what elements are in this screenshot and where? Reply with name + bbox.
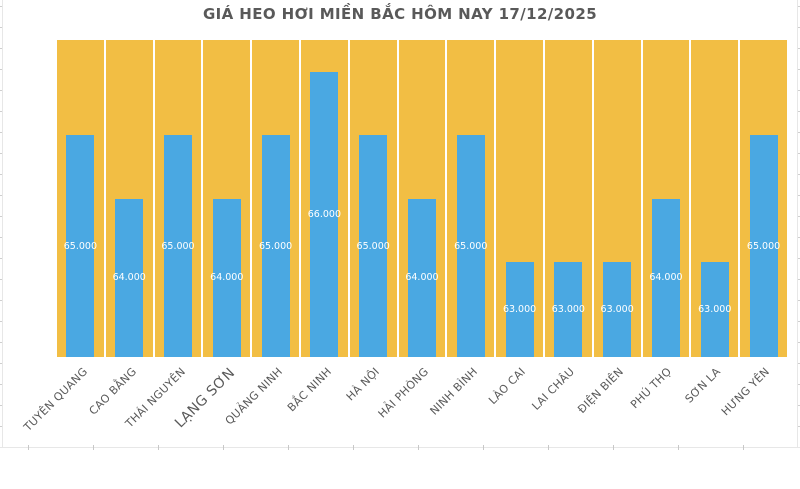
spreadsheet-gridline-right	[797, 0, 798, 447]
category-label: HẢI PHÒNG	[375, 365, 432, 421]
category-label: SƠN LA	[682, 365, 724, 406]
plot-area: 65.000 64.000 65.000 64.000 65.000 66.000 65.0…	[57, 40, 787, 357]
category-cell: 65.000	[447, 40, 495, 357]
bar-value-label: 65.000	[63, 240, 98, 252]
bar-value-label: 64.000	[210, 272, 244, 284]
category-cell: 63.000	[691, 40, 739, 357]
bar-12[interactable]: 63.000	[600, 261, 634, 357]
category-cell: 63.000	[593, 40, 641, 357]
bar-value-label: 64.000	[112, 272, 146, 284]
x-axis-labels: TUYÊN QUANG CAO BẰNG THÁI NGUYÊN LẠNG SƠN QU…	[22, 357, 787, 457]
category-label: BẮC NINH	[284, 365, 334, 415]
bar-value-label: 63.000	[502, 303, 537, 315]
bar-14[interactable]: 63.000	[698, 261, 732, 357]
bar-7[interactable]: 65.000	[356, 135, 390, 357]
bar-value-label: 63.000	[698, 303, 732, 315]
bar-value-label: 63.000	[551, 303, 585, 315]
bar-9[interactable]: 65.000	[454, 135, 488, 357]
category-label: QUẢNG NINH	[222, 365, 286, 428]
spreadsheet-gridline-left	[2, 0, 3, 447]
category-label: TUYÊN QUANG	[21, 365, 91, 434]
spreadsheet-column-ticks-bottom	[28, 445, 800, 450]
bar-value-label: 64.000	[649, 272, 683, 284]
category-cell: 65.000	[252, 40, 299, 357]
bar-value-label: 65.000	[746, 240, 781, 252]
category-cell: 65.000	[740, 40, 787, 357]
bar-value-label: 65.000	[356, 240, 390, 252]
category-cell: 65.000	[154, 40, 202, 357]
bar-10[interactable]: 63.000	[502, 261, 537, 357]
category-cell: 64.000	[398, 40, 446, 357]
bar-11[interactable]: 63.000	[551, 261, 585, 357]
category-label: HÀ NỘI	[344, 365, 383, 404]
spreadsheet-row-ticks-left	[0, 6, 2, 446]
bar-value-label: 65.000	[161, 240, 195, 252]
bar-5[interactable]: 65.000	[258, 135, 293, 357]
category-label: LAI CHÂU	[529, 365, 578, 413]
chart-title: GIÁ HEO HƠI MIỀN BẮC HÔM NAY 17/12/2025	[202, 5, 598, 23]
bar-value-label: 64.000	[405, 272, 439, 284]
bar-6[interactable]: 66.000	[307, 71, 341, 357]
category-label: ĐIỆN BIÊN	[574, 365, 626, 417]
category-cell: 65.000	[57, 40, 104, 357]
category-cell: 64.000	[642, 40, 690, 357]
bar-4[interactable]: 64.000	[210, 198, 244, 357]
category-label: LÀO CAI	[486, 365, 529, 408]
category-cell: 64.000	[203, 40, 251, 357]
spreadsheet-row-ticks-right	[798, 6, 800, 446]
bar-2[interactable]: 64.000	[112, 198, 146, 357]
category-label: LẠNG SƠN	[172, 365, 239, 432]
category-label: PHÚ THỌ	[628, 365, 675, 412]
category-cell: 64.000	[105, 40, 153, 357]
bar-value-label: 65.000	[258, 240, 293, 252]
category-label: NINH BÌNH	[427, 365, 480, 418]
bar-1[interactable]: 65.000	[63, 135, 98, 357]
bar-value-label: 63.000	[600, 303, 634, 315]
bar-8[interactable]: 64.000	[405, 198, 439, 357]
category-cell: 63.000	[544, 40, 592, 357]
bar-value-label: 66.000	[307, 208, 341, 220]
category-label: THÁI NGUYÊN	[122, 365, 188, 431]
category-cell: 63.000	[496, 40, 543, 357]
category-cell: 66.000	[300, 40, 348, 357]
category-cell: 65.000	[349, 40, 397, 357]
category-label: HƯNG YÊN	[718, 365, 772, 419]
bar-15[interactable]: 65.000	[746, 135, 781, 357]
bar-3[interactable]: 65.000	[161, 135, 195, 357]
bar-13[interactable]: 64.000	[649, 198, 683, 357]
bar-value-label: 65.000	[454, 240, 488, 252]
category-label: CAO BẰNG	[86, 365, 140, 418]
